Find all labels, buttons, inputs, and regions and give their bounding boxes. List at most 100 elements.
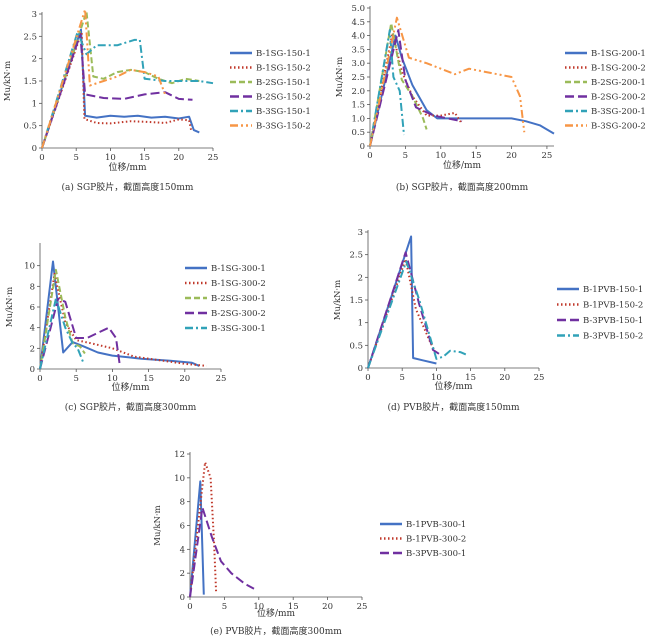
y-tick-label: 4 — [30, 324, 35, 334]
legend-label: B-1SG-300-1 — [211, 264, 266, 274]
x-tick-label: 5 — [222, 602, 227, 612]
legend-label: B-3SG-300-1 — [211, 324, 266, 334]
x-tick-label: 5 — [403, 151, 408, 161]
y-tick-label: 0.5 — [23, 122, 37, 132]
y-tick-label: 2 — [180, 569, 185, 579]
y-tick-label: 2.0 — [351, 87, 365, 97]
x-axis-label: 位移/mm — [443, 159, 482, 171]
y-tick-label: 0 — [360, 142, 365, 152]
series-line-b-3sg-150-2 — [41, 8, 167, 149]
x-tick-label: 15 — [471, 151, 482, 161]
x-tick-label: 20 — [173, 153, 184, 163]
series-line-b-1sg-200-2 — [369, 31, 463, 147]
series-line-b-1sg-300-1 — [39, 260, 200, 370]
chart-caption: (d) PVB胶片，截面高度150mm — [387, 401, 520, 413]
legend-label: B-1SG-200-2 — [591, 64, 646, 74]
legend-label: B-2SG-300-2 — [211, 309, 266, 319]
y-tick-label: 1 — [32, 99, 37, 109]
x-tick-label: 25 — [216, 374, 227, 384]
legend-label: B-1PVB-150-1 — [583, 285, 643, 295]
legend-label: B-3SG-150-2 — [256, 122, 311, 132]
y-tick-label: 1 — [358, 319, 363, 329]
series-line-b-1pvb-300-1 — [189, 480, 205, 598]
series-line-b-3pvb-300-1 — [189, 506, 255, 598]
chart-caption: (b) SGP胶片，截面高度200mm — [396, 181, 529, 193]
x-tick-label: 10 — [431, 373, 442, 383]
legend-label: B-1PVB-150-2 — [583, 301, 643, 311]
chart-caption: (c) SGP胶片，截面高度300mm — [65, 401, 197, 413]
y-axis-label: Mu/kN·m — [335, 57, 345, 97]
series-line-b-1sg-150-2 — [41, 30, 193, 149]
y-axis-label: Mu/kN·m — [153, 505, 163, 545]
legend-label: B-3PVB-300-1 — [406, 549, 466, 559]
x-tick-label: 20 — [179, 374, 190, 384]
y-tick-label: 2 — [358, 273, 363, 283]
y-tick-label: 3.5 — [351, 45, 365, 55]
y-tick-label: 3 — [358, 228, 363, 238]
x-tick-label: 0 — [367, 151, 372, 161]
legend-label: B-3PVB-150-2 — [583, 332, 643, 342]
y-tick-label: 5.0 — [351, 4, 365, 14]
y-tick-label: 3 — [32, 10, 37, 20]
x-tick-label: 5 — [73, 153, 78, 163]
x-tick-label: 20 — [499, 373, 510, 383]
legend-label: B-3PVB-150-1 — [583, 316, 643, 326]
legend-label: B-1SG-150-1 — [256, 49, 311, 59]
x-tick-label: 25 — [357, 602, 368, 612]
legend-label: B-2SG-150-2 — [256, 93, 311, 103]
x-tick-label: 25 — [542, 151, 553, 161]
y-tick-label: 0.5 — [351, 128, 365, 138]
legend-label: B-2SG-150-1 — [256, 78, 311, 88]
x-tick-label: 10 — [107, 374, 118, 384]
series-line-b-3sg-150-1 — [41, 30, 214, 149]
y-tick-label: 2.5 — [23, 32, 37, 42]
x-tick-label: 25 — [208, 153, 219, 163]
y-tick-label: 2 — [32, 55, 37, 65]
series-line-b-3pvb-150-2 — [367, 260, 467, 369]
series-line-b-2sg-200-1 — [369, 22, 428, 147]
series-line-b-2sg-300-1 — [39, 268, 86, 370]
series-line-b-2sg-150-1 — [41, 10, 200, 149]
y-tick-label: 0 — [358, 364, 363, 374]
x-tick-label: 0 — [37, 374, 42, 384]
y-tick-label: 8 — [30, 282, 35, 292]
legend-label: B-1PVB-300-2 — [406, 535, 466, 545]
legend-label: B-1SG-300-2 — [211, 279, 266, 289]
x-tick-label: 0 — [187, 602, 192, 612]
x-tick-label: 5 — [399, 373, 404, 383]
y-tick-label: 0 — [30, 365, 35, 375]
y-tick-label: 0.5 — [349, 341, 363, 351]
y-axis-label: Mu/kN·m — [5, 287, 15, 327]
series-line-b-3pvb-150-1 — [367, 251, 441, 369]
series-line-b-1sg-150-1 — [41, 28, 200, 149]
y-tick-label: 3.0 — [351, 59, 365, 69]
x-tick-label: 0 — [39, 153, 44, 163]
y-tick-label: 2.5 — [351, 73, 365, 83]
legend-label: B-3SG-200-2 — [591, 122, 646, 132]
x-tick-label: 15 — [139, 153, 150, 163]
x-axis-label: 位移/mm — [108, 161, 147, 173]
series-line-b-3sg-200-2 — [369, 16, 526, 147]
y-tick-label: 6 — [180, 522, 185, 532]
series-line-b-1sg-300-2 — [39, 272, 207, 370]
series-line-b-2sg-300-2 — [39, 297, 121, 370]
x-tick-label: 10 — [253, 602, 264, 612]
y-tick-label: 2.5 — [349, 251, 363, 261]
legend-label: B-3SG-200-1 — [591, 107, 646, 117]
series-line-b-1pvb-150-1 — [367, 235, 437, 369]
x-tick-label: 10 — [105, 153, 116, 163]
y-tick-label: 1.0 — [351, 114, 365, 124]
chart-caption: (e) PVB胶片，截面高度300mm — [210, 625, 342, 637]
chart-panel-0: 0 5 10 15 20 25 0 0.5 1 1.5 2 2.5 3 Mu/kN·m 位移/mm (a) S… — [3, 8, 311, 193]
x-tick-label: 10 — [435, 151, 446, 161]
x-tick-label: 20 — [322, 602, 333, 612]
y-tick-label: 8 — [180, 498, 185, 508]
y-tick-label: 0 — [180, 593, 185, 603]
y-tick-label: 10 — [24, 262, 35, 272]
x-axis-label: 位移/mm — [257, 607, 296, 619]
y-tick-label: 1.5 — [23, 77, 37, 87]
x-tick-label: 20 — [506, 151, 517, 161]
series-line-b-2sg-150-2 — [41, 33, 193, 149]
series-line-b-3sg-300-1 — [39, 297, 85, 370]
series-line-b-2sg-200-2 — [369, 29, 463, 147]
